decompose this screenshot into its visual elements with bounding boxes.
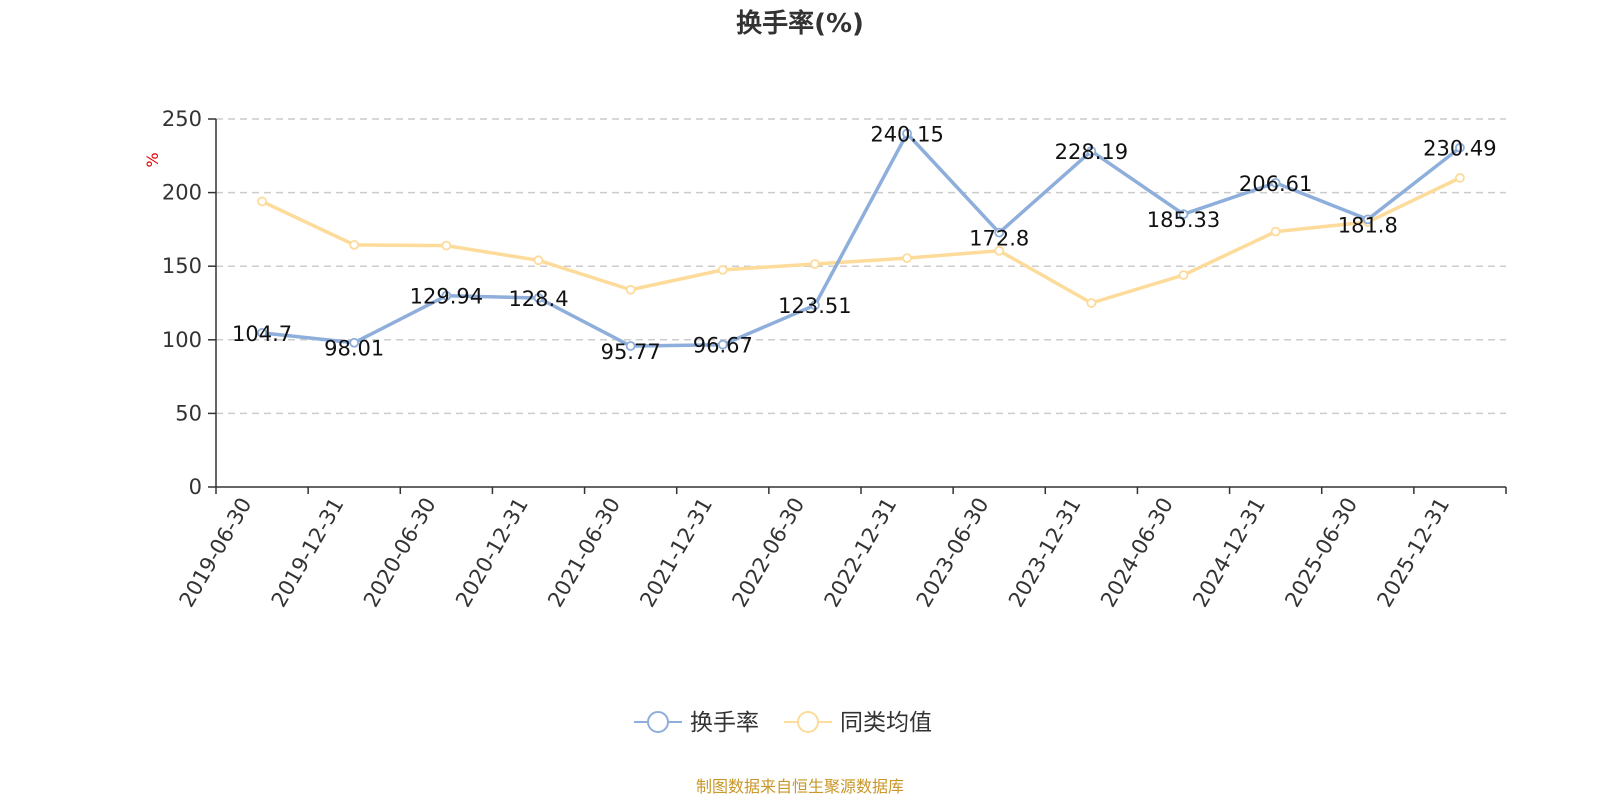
data-label: 95.77	[601, 340, 661, 364]
y-tick-label: 150	[162, 254, 202, 278]
data-label: 129.94	[410, 285, 483, 309]
x-tick-label: 2019-12-31	[267, 494, 349, 612]
data-point-s0-1	[349, 337, 360, 348]
x-tick-label: 2019-06-30	[175, 494, 257, 612]
data-label: 228.19	[1055, 140, 1128, 164]
x-tick-label: 2020-12-31	[451, 494, 533, 612]
y-axis-unit-label: %	[143, 152, 162, 167]
data-point-s1-11	[1270, 226, 1281, 237]
data-point-s0-2	[441, 290, 452, 301]
x-tick-label: 2021-12-31	[635, 494, 717, 612]
chart-title: 换手率(%)	[736, 8, 864, 39]
data-label: 206.61	[1239, 172, 1312, 196]
y-tick-label: 200	[162, 181, 202, 205]
data-point-s1-4	[625, 284, 636, 295]
data-point-s0-0	[257, 327, 267, 338]
x-tick-label: 2022-06-30	[727, 494, 809, 612]
data-labels: 104.7 98.01 129.94 128.4 95.77 96.67 123.51 240…	[232, 122, 1497, 364]
data-point-s0-11	[1270, 177, 1281, 188]
data-point-s1-6	[810, 259, 820, 269]
x-tick-label: 2023-06-30	[912, 494, 994, 612]
data-point-s0-3	[533, 293, 544, 303]
y-tick-label: 0	[189, 475, 202, 499]
data-point-s1-3	[533, 255, 544, 266]
x-tick-label: 2021-06-30	[543, 494, 625, 612]
data-source-note: 制图数据来自恒生聚源数据库	[696, 777, 904, 796]
data-label: 98.01	[324, 337, 384, 361]
x-tick-label: 2025-12-31	[1372, 494, 1454, 612]
series-layer	[257, 128, 1465, 351]
grid-lines	[216, 118, 1506, 415]
data-point-s1-10	[1178, 270, 1189, 280]
data-point-s1-5	[717, 264, 728, 275]
y-tick-label: 100	[162, 328, 202, 352]
data-point-s1-7	[902, 253, 912, 264]
x-tick-label: 2020-06-30	[359, 494, 441, 612]
data-point-s1-8	[994, 245, 1005, 256]
data-label: 240.15	[870, 122, 943, 146]
data-point-s1-0	[257, 196, 267, 207]
data-label: 230.49	[1423, 137, 1496, 161]
data-label: 172.8	[969, 227, 1029, 251]
data-point-s0-5	[717, 339, 728, 350]
legend-label: 同类均值	[840, 710, 932, 736]
x-tick-label: 2024-06-30	[1096, 494, 1178, 612]
data-point-s1-2	[441, 240, 452, 251]
data-label: 123.51	[778, 294, 851, 318]
data-label: 128.4	[508, 287, 568, 311]
data-point-s1-9	[1086, 298, 1097, 308]
data-point-s0-7	[902, 128, 912, 139]
legend-marker-icon	[797, 711, 819, 733]
data-point-s1-1	[349, 239, 360, 250]
legend-label: 换手率	[690, 710, 759, 736]
data-point-s0-4	[625, 341, 636, 351]
legend-item-0[interactable]: 换手率	[634, 710, 759, 736]
data-point-s0-13	[1455, 142, 1465, 153]
data-point-s0-10	[1178, 209, 1189, 220]
data-point-s0-12	[1362, 214, 1373, 225]
x-tick-label: 2025-06-30	[1280, 494, 1362, 612]
data-label: 104.7	[232, 322, 292, 346]
y-tick-label: 50	[175, 401, 202, 425]
x-tick-label: 2023-12-31	[1004, 494, 1086, 612]
legend-marker-icon	[647, 711, 669, 733]
series-line-0	[261, 131, 1462, 348]
data-point-s0-9	[1086, 146, 1097, 157]
data-label: 185.33	[1147, 208, 1220, 232]
series-line-1	[261, 176, 1461, 305]
data-label: 96.67	[693, 334, 753, 358]
legend-item-1[interactable]: 同类均值	[784, 710, 932, 736]
data-label: 181.8	[1338, 213, 1398, 237]
x-tick-label: 2024-12-31	[1188, 494, 1270, 612]
data-point-s0-8	[994, 227, 1005, 238]
y-tick-label: 250	[162, 107, 202, 131]
x-tick-label: 2022-12-31	[820, 494, 902, 612]
data-point-s1-13	[1455, 172, 1465, 183]
data-point-s0-6	[810, 300, 820, 311]
legend[interactable]: 换手率 同类均值	[634, 710, 932, 736]
